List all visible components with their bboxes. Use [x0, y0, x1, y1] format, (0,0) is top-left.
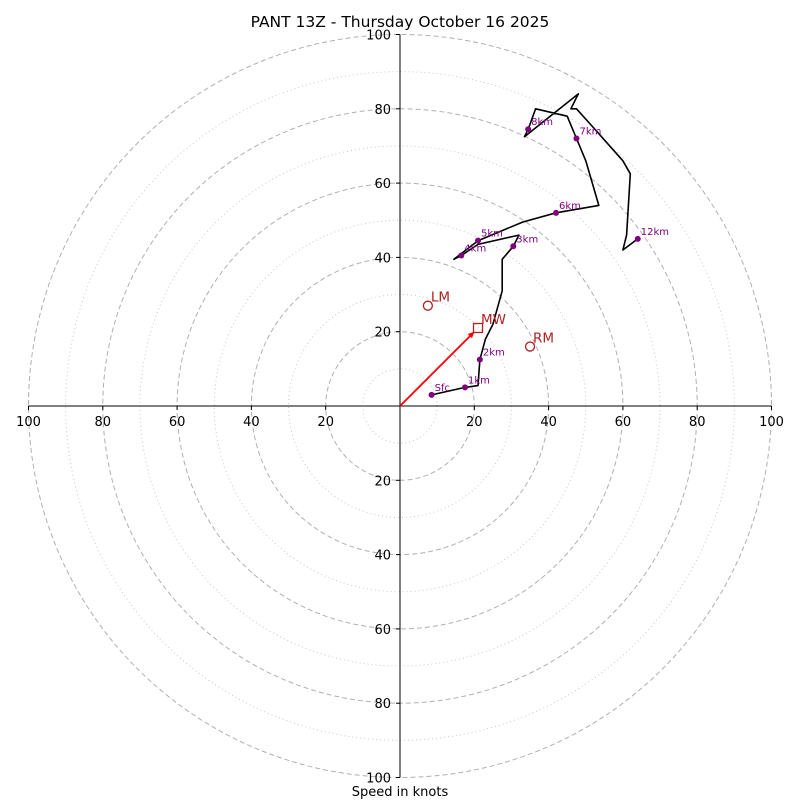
- height-point-marker: [525, 126, 532, 133]
- storm-motion-markers: LM MW RM: [422, 290, 554, 352]
- x-tick-label: 100: [16, 415, 41, 430]
- height-point-label: 5km: [481, 229, 503, 240]
- x-tick-label: 20: [466, 415, 483, 430]
- x-tick-label: 100: [759, 415, 784, 430]
- y-tick-label: 80: [374, 103, 391, 118]
- x-tick-label: 60: [615, 415, 632, 430]
- height-point-label: 7km: [579, 127, 601, 138]
- height-point-marker: [553, 209, 560, 216]
- x-tick-label: 60: [169, 415, 186, 430]
- height-point-label: 6km: [559, 201, 581, 212]
- hodograph-line: [431, 93, 639, 396]
- tick-labels: 100 80 60 40 20 20 40 60 80 100 100 80 60 40 20 20 40 60 8…: [16, 29, 784, 787]
- height-point-marker: [634, 235, 641, 242]
- y-tick-label: 20: [374, 474, 391, 489]
- y-tick-label: 100: [366, 29, 391, 44]
- height-point-label: 12km: [641, 227, 669, 238]
- x-tick-label: 20: [317, 415, 334, 430]
- storm-motion-label: RM: [533, 331, 554, 347]
- storm-motion-marker: [472, 322, 484, 334]
- y-tick-label: 60: [374, 623, 391, 638]
- height-point-label: 2km: [483, 348, 505, 359]
- chart-title: PANT 13Z - Thursday October 16 2025: [251, 13, 550, 31]
- height-point-marker: [428, 391, 435, 398]
- y-tick-label: 20: [374, 326, 391, 341]
- height-point-marker: [462, 384, 469, 391]
- height-point-label: 3km: [516, 234, 538, 245]
- storm-motion-label: LM: [431, 290, 450, 306]
- height-point-label: 4km: [464, 244, 486, 255]
- storm-motion-marker: [422, 300, 434, 311]
- storm-motion-label: MW: [481, 312, 506, 328]
- height-point-marker: [510, 243, 517, 250]
- height-point-marker: [476, 356, 483, 363]
- height-point-marker: [475, 237, 482, 244]
- y-tick-label: 40: [374, 549, 391, 564]
- mean-wind-vector: [399, 331, 475, 407]
- y-tick-label: 60: [374, 177, 391, 192]
- x-tick-label: 40: [540, 415, 557, 430]
- height-point-label: 8km: [531, 117, 553, 128]
- x-tick-label: 80: [689, 415, 706, 430]
- y-tick-label: 40: [374, 251, 391, 266]
- height-point-label: 1km: [468, 375, 490, 386]
- x-tick-label: 80: [95, 415, 112, 430]
- mean-wind-arrow: [399, 331, 475, 407]
- height-points: Sfc 1km 2km 3km 4km 5km 6km 7km 8km 12km: [428, 117, 669, 398]
- x-axis-label: Speed in knots: [352, 785, 449, 800]
- hodograph-trace: [431, 93, 639, 396]
- storm-motion-marker: [524, 341, 536, 352]
- y-tick-label: 100: [366, 772, 391, 787]
- x-tick-label: 40: [243, 415, 260, 430]
- mean-wind-arrowhead: [467, 331, 475, 339]
- height-point-marker: [458, 252, 465, 259]
- height-point-label: Sfc: [435, 383, 450, 394]
- y-tick-label: 80: [374, 697, 391, 712]
- height-point-marker: [573, 135, 580, 142]
